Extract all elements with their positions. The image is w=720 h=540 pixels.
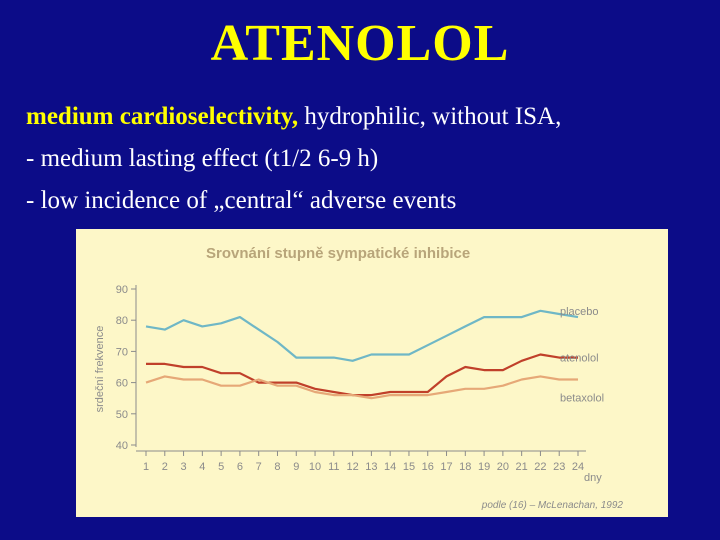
x-tick-label: 6 [237, 461, 243, 473]
x-tick-label: 9 [293, 461, 299, 473]
x-tick-label: 17 [440, 461, 452, 473]
y-tick-label: 40 [116, 440, 128, 452]
y-tick-label: 80 [116, 315, 128, 327]
series-line-atenolol [146, 353, 578, 397]
x-tick-label: 21 [516, 461, 528, 473]
x-tick-label: 22 [534, 461, 546, 473]
x-tick-label: 10 [309, 461, 321, 473]
x-tick-label: 3 [181, 461, 187, 473]
x-tick-label: 11 [328, 461, 339, 473]
x-tick-label: 18 [459, 461, 471, 473]
x-tick-label: 20 [497, 461, 509, 473]
x-axis-label: dny [584, 472, 602, 484]
series-label-atenolol: atenolol [560, 353, 599, 365]
series-label-betaxolol: betaxolol [560, 392, 604, 404]
y-tick-label: 90 [116, 284, 128, 296]
series-label-placebo: placebo [560, 306, 599, 318]
slide-title: ATENOLOL [210, 15, 510, 72]
x-tick-label: 12 [346, 461, 358, 473]
y-axis-label: srdeční frekvence [94, 326, 106, 413]
bullet-line-3: - low incidence of „central“ adverse eve… [26, 187, 457, 214]
series-line-betaxolol [145, 375, 578, 400]
x-tick-label: 13 [365, 461, 377, 473]
series-line-placebo [145, 309, 579, 362]
y-tick-label: 60 [116, 378, 128, 390]
y-tick-label: 70 [116, 346, 128, 358]
chart-title: Srovnání stupně sympatické inhibice [206, 245, 470, 262]
source-note: podle (16) – McLenachan, 1992 [481, 500, 624, 511]
line-1-rest: hydrophilic, without ISA, [298, 103, 562, 130]
x-tick-label: 24 [572, 461, 584, 473]
chart-figure: Srovnání stupně sympatické inhibice srde… [76, 229, 668, 517]
x-tick-label: 4 [199, 461, 205, 473]
bullet-line-1: medium cardioselectivity, hydrophilic, w… [26, 96, 716, 138]
x-tick-label: 7 [256, 461, 262, 473]
series-layer: placebo atenolol betaxolol [145, 306, 604, 404]
x-tick-label: 16 [422, 461, 434, 473]
bullet-list: medium cardioselectivity, hydrophilic, w… [26, 96, 716, 222]
x-tick-label: 15 [403, 461, 415, 473]
x-tick-label: 5 [218, 461, 224, 473]
bullet-line-2: - medium lasting effect (t1/2 6-9 h) [26, 145, 379, 172]
x-tick-label: 1 [143, 461, 149, 473]
y-tick-label: 50 [116, 409, 128, 421]
x-tick-label: 8 [274, 461, 280, 473]
x-tick-label: 19 [478, 461, 490, 473]
heart-rate-chart: Srovnání stupně sympatické inhibice srde… [94, 245, 624, 511]
x-tick-label: 23 [553, 461, 565, 473]
x-tick-label: 14 [384, 461, 396, 473]
highlight-text: medium cardioselectivity, [26, 103, 299, 130]
x-tick-label: 2 [162, 461, 168, 473]
